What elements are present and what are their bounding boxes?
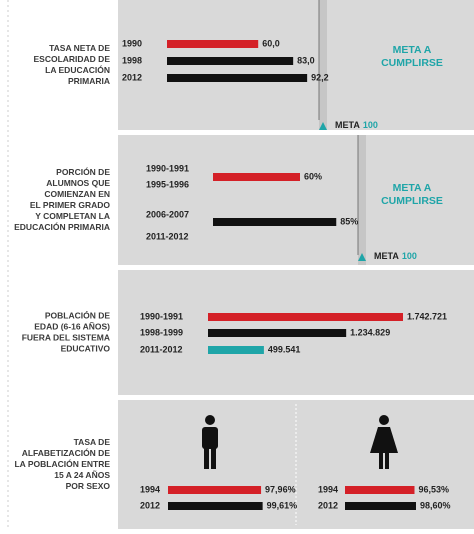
value-label: 499.541 [268,344,301,354]
category-label: 1990-1991 [146,163,189,173]
panel-label: POR SEXO [66,481,111,491]
panel-label: EL PRIMER GRADO [30,200,111,210]
bar [167,57,294,65]
target-value: 100 [402,251,417,261]
category-label: 1998-1999 [140,327,183,337]
category-label: 1998 [122,55,142,65]
category-label: 1990 [122,38,142,48]
bar [208,313,403,321]
male-icon [202,415,218,469]
target-band [319,0,327,130]
target-value: 100 [363,120,378,130]
panel-label: EDUCACIÓN PRIMARIA [14,221,110,232]
panel-label: COMIENZAN EN [44,189,110,199]
target-label: META 100 [335,120,378,130]
value-label: 96,53% [419,484,450,494]
category-label: 2011-2012 [146,231,189,241]
panel-label: 15 A 24 AÑOS [54,470,110,480]
value-label: 99,61% [267,500,298,510]
category-label: 1994 [140,484,160,494]
bar [213,218,337,226]
panel [118,135,474,265]
value-label: 83,0 [297,55,315,65]
value-label: 1.742.721 [407,311,447,321]
panel-label: Y COMPLETAN LA [35,211,110,221]
bar [167,74,308,82]
bar [208,329,347,337]
value-label: 1.234.829 [350,327,390,337]
target-text: META [335,120,360,130]
panel-label: ESCOLARIDAD DE [33,54,110,64]
target-note: META A [393,182,432,194]
bar [168,486,262,494]
category-label: 2012 [318,500,338,510]
panel-label: EDAD (6-16 AÑOS) [34,321,110,331]
category-label: 1994 [318,484,338,494]
value-label: 85% [340,216,358,226]
target-marker [358,253,366,261]
panel-label: TASA DE [74,437,111,447]
category-label: 1990-1991 [140,311,183,321]
panel-label: PRIMARIA [68,76,110,86]
panel-label: FUERA DEL SISTEMA [22,332,110,342]
bar [208,346,264,354]
panel-label: EDUCATIVO [61,343,111,353]
category-label: 2012 [140,500,160,510]
bar [345,486,415,494]
value-label: 92,2 [311,72,329,82]
category-label: 2011-2012 [140,344,183,354]
bar [167,40,259,48]
value-label: 60,0 [262,38,280,48]
value-label: 98,60% [420,500,451,510]
target-marker [319,122,327,130]
bar [345,502,416,510]
panel-label: TASA NETA DE [49,43,110,53]
bar [213,173,300,181]
panel-label: PORCIÓN DE [56,166,110,177]
target-note: CUMPLIRSE [381,57,443,69]
category-label: 2006-2007 [146,209,189,219]
category-label: 1995-1996 [146,179,189,189]
bar [168,502,263,510]
panel-label: LA EDUCACIÓN [45,64,110,75]
panel-label: LA POBLACIÓN ENTRE [14,458,110,469]
value-label: 60% [304,171,322,181]
value-label: 97,96% [265,484,296,494]
target-band [358,135,366,265]
target-label: META 100 [374,251,417,261]
category-label: 2012 [122,72,142,82]
panel-label: POBLACIÓN DE [45,309,111,320]
target-note: META A [393,44,432,56]
target-text: META [374,251,399,261]
female-icon [370,415,398,469]
target-note: CUMPLIRSE [381,195,443,207]
panel-label: ALFABETIZACIÓN DE [22,447,111,458]
panel-label: ALUMNOS QUE [46,178,110,188]
